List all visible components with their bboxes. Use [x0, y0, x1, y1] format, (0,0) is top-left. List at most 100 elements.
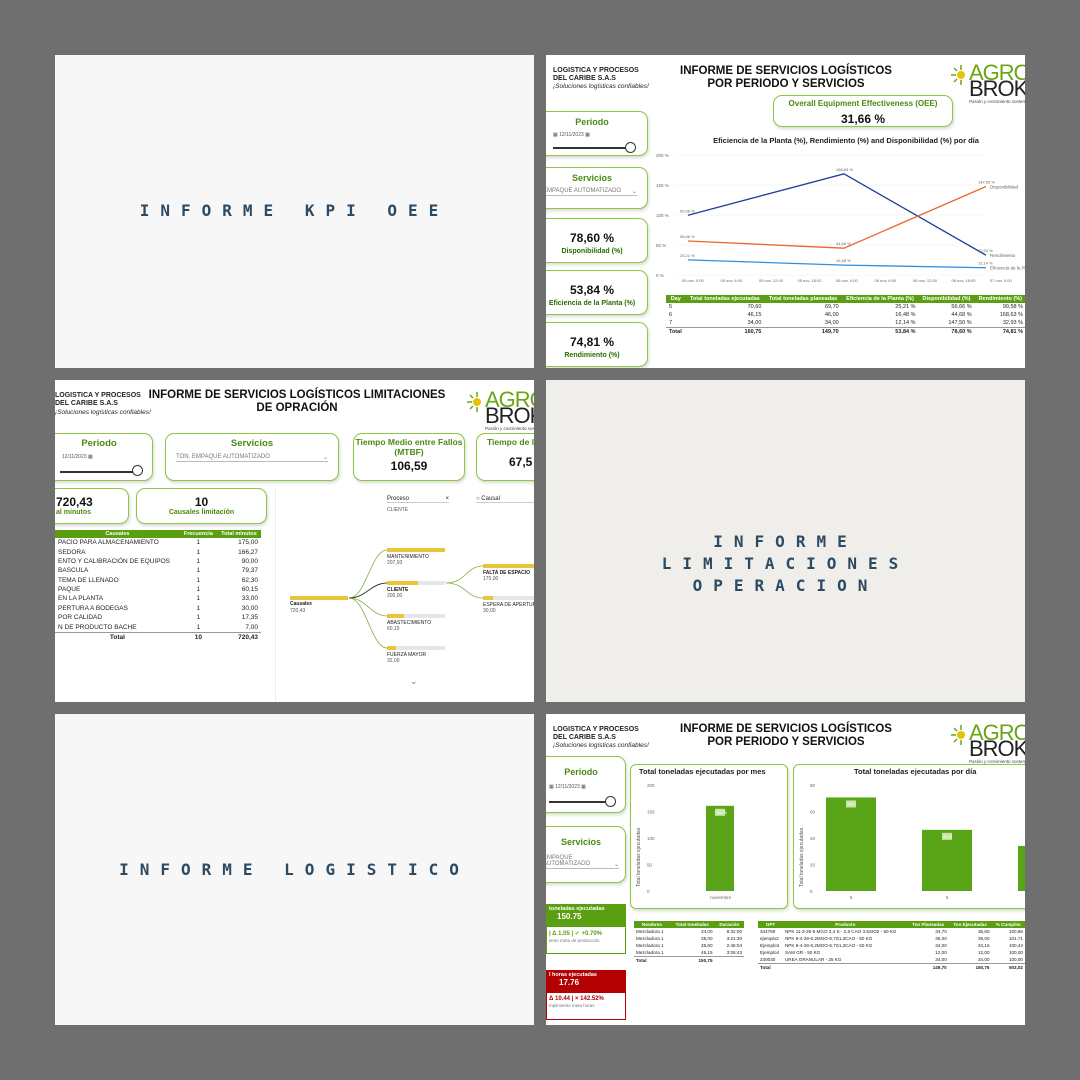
y-tick-label: 100: [647, 836, 655, 841]
column-header[interactable]: Total toneladas: [669, 921, 715, 928]
servicios-filter[interactable]: Servicios EMPAQUE AUTOMATIZADO ⌄: [546, 167, 648, 209]
column-header[interactable]: Nombres: [634, 921, 670, 928]
periodo-filter[interactable]: Periodo 12/11/2023 ▦: [55, 433, 153, 481]
tree-leaf-value: 30,00: [483, 608, 496, 614]
column-header[interactable]: Total minutos: [216, 530, 261, 538]
tree-node-bar: [387, 646, 397, 650]
series-line-2: [687, 259, 987, 269]
table-row: 5 70,60 69,70 25,21 % 56,66 % 99,58 %: [666, 303, 1025, 311]
servicio-value: TON. EMPAQUE AUTOMATIZADO: [176, 454, 270, 460]
tree-node-track[interactable]: [387, 646, 445, 650]
oee-value: 31,66 %: [840, 112, 886, 126]
column-header[interactable]: Total toneladas planeadas: [764, 295, 842, 303]
chevron-down-icon: ⌄: [322, 455, 328, 461]
table-cell: [782, 963, 908, 971]
report-title-l2: POR PERIODO Y SERVICIOS: [707, 736, 865, 748]
table-cell: NPK 9-4-28-6,2MGO-6,7S1,3CAO - 50 KG: [784, 943, 873, 948]
column-header[interactable]: OPT: [758, 921, 783, 928]
toneladas-header: toneladas ejecutadas 150.75: [547, 905, 625, 927]
report-title: INFORME DE SERVICIOS LOGÍSTICOS LIMITACI…: [147, 389, 447, 415]
period-slider[interactable]: [553, 147, 629, 149]
y-axis-title: Total toneladas ejecutadas: [799, 827, 805, 887]
table-cell: NPK 9-4-28-6,2MGO-6,7S1,3CAO - 50 KG: [784, 936, 873, 941]
table-cell: 34,00: [747, 320, 762, 326]
x-tick-label: 06 nov, 0:00: [836, 278, 858, 283]
company-line1: LOGISTICA Y PROCESOS: [553, 67, 639, 74]
column-header[interactable]: Disponibilidad (%): [918, 295, 975, 303]
column-header[interactable]: Producto: [782, 921, 908, 928]
mtbf-label: Tiempo Medio entre Fallos (MTBF): [355, 437, 463, 457]
table-cell: 69,70: [824, 304, 839, 310]
column-header[interactable]: Total toneladas ejecutadas: [685, 295, 765, 303]
servicios-filter[interactable]: Servicios TON. EMPAQUE AUTOMATIZADO ⌄: [165, 433, 339, 481]
periodo-filter[interactable]: Periodo ▦ 12/11/2023 ▦: [546, 756, 626, 813]
table-cell: Ejemplo4: [760, 950, 780, 955]
table-cell: 60,15: [241, 586, 258, 594]
column-header[interactable]: Day: [666, 295, 686, 303]
period-slider[interactable]: [60, 471, 136, 473]
table-cell: 79,37: [241, 567, 258, 575]
table-cell: 7,00: [245, 623, 258, 631]
root-bar[interactable]: [290, 596, 348, 600]
horas-label: l horas ejecutadas: [549, 972, 597, 978]
tree-node-label: CLIENTE: [387, 587, 409, 593]
servicios-label: Servicios: [230, 438, 274, 449]
table-cell: N DE PRODUCTO BACHE: [58, 623, 137, 631]
column-header[interactable]: Ton Planeadas: [907, 921, 949, 928]
tree-leaf-track[interactable]: [483, 596, 534, 600]
column-header[interactable]: Rendimiento (%): [974, 295, 1025, 303]
servicios-dropdown[interactable]: EMPAQUE AUTOMATIZADO ⌄: [546, 855, 619, 869]
horas-value: 17.76: [559, 978, 580, 987]
table-cell: 1: [196, 539, 201, 547]
table-cell: 3:21:30: [726, 936, 742, 941]
data-label: 44,68 %: [836, 241, 851, 246]
date-start[interactable]: ▦ 12/11/2023 ▦: [549, 784, 586, 790]
horas-delta: Δ 10.44 | × 142.52%: [549, 996, 604, 1002]
title-line: LIMITACIONES: [661, 554, 910, 573]
column-header[interactable]: Eficiencia de la Planta (%): [841, 295, 919, 303]
slider-handle[interactable]: [132, 465, 143, 476]
table-cell: 1: [196, 614, 201, 622]
toneladas-label: toneladas ejecutadas: [549, 906, 605, 912]
servicios-filter[interactable]: Servicios EMPAQUE AUTOMATIZADO ⌄: [546, 826, 626, 883]
dia-bar-chart: Total toneladas ejecutadas 80 60 40 20 0 70,6 5…: [799, 783, 1025, 900]
tree-node-track[interactable]: [387, 614, 445, 618]
table-row: PAQUE 1 60,15: [55, 585, 261, 594]
date-start[interactable]: 12/11/2023 ▦: [62, 454, 93, 460]
data-label: 147,50 %: [978, 180, 995, 185]
chevron-down-icon[interactable]: ⌄: [410, 676, 418, 686]
y-tick-label: 50 %: [656, 243, 666, 248]
y-tick-label: 0: [647, 889, 650, 894]
date-start[interactable]: ▦ 12/11/2023 ▦: [553, 132, 590, 138]
logo-broker: BROKER: [485, 403, 534, 428]
table-row: ejemplo2 NPK 9-4-28-6,2MGO-6,7S1,3CAO - 5…: [758, 935, 1025, 942]
causal-label: Causal: [481, 496, 500, 502]
table-cell: ejemplo2: [760, 936, 779, 941]
bar: [826, 797, 876, 891]
company-line2: DEL CARIBE S.A.S: [553, 734, 616, 741]
proceso-header: Proceso ×: [387, 496, 449, 503]
root-value: 720,43: [290, 608, 306, 614]
logo-broker: BROKER: [969, 736, 1025, 761]
column-header[interactable]: Causales: [55, 530, 180, 538]
tree-leaf-bar: [483, 564, 534, 568]
slide-kpi-title: INFORME KPI OEE: [55, 55, 534, 368]
table-cell: 17,35: [241, 614, 258, 622]
column-header[interactable]: Ton Ejecutadas: [948, 921, 992, 928]
column-header[interactable]: % Cumplim: [991, 921, 1025, 928]
chevron-down-icon: ⌄: [631, 189, 637, 195]
column-header[interactable]: Duración: [714, 921, 744, 928]
slider-handle[interactable]: [605, 796, 616, 807]
dia-chart-title: Total toneladas ejecutadas por día: [854, 767, 977, 776]
servicios-dropdown[interactable]: TON. EMPAQUE AUTOMATIZADO ⌄: [176, 454, 328, 462]
servicios-dropdown[interactable]: EMPAQUE AUTOMATIZADO ⌄: [546, 188, 637, 196]
period-slider[interactable]: [549, 801, 609, 803]
tree-node-label: FUERZA MAYOR: [387, 652, 427, 658]
series-line-1: [687, 185, 987, 249]
periodo-filter[interactable]: Periodo ▦ 12/11/2023 ▦: [546, 111, 648, 156]
table-cell: 147,50 %: [948, 320, 972, 326]
close-icon[interactable]: ×: [445, 496, 449, 502]
column-header[interactable]: Frecuencia: [179, 530, 217, 538]
slider-handle[interactable]: [625, 142, 636, 153]
table-cell: Total: [55, 631, 180, 643]
